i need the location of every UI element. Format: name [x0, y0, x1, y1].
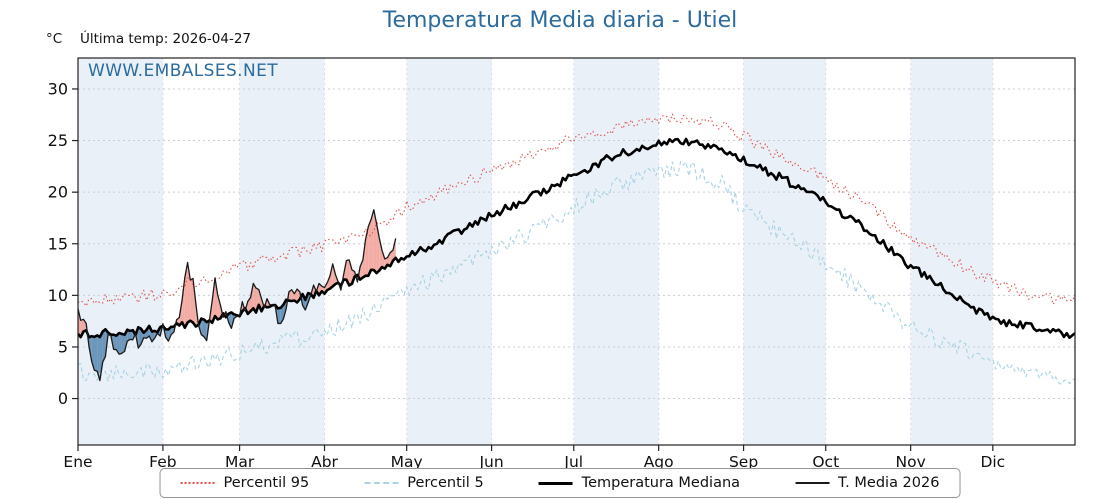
svg-text:25: 25	[48, 131, 68, 150]
svg-text:Sep: Sep	[729, 453, 758, 471]
svg-text:May: May	[391, 453, 423, 471]
svg-text:Nov: Nov	[896, 453, 926, 471]
svg-text:5: 5	[58, 337, 68, 356]
y-unit-label: °C	[46, 31, 63, 47]
last-temp-label: Última temp: 2026-04-27	[80, 31, 252, 47]
legend-item-percentil-5: Percentil 5	[364, 475, 484, 491]
svg-text:Ene: Ene	[63, 453, 92, 471]
svg-text:10: 10	[48, 286, 68, 305]
percentil-5-line-sample	[364, 482, 399, 484]
svg-text:Feb: Feb	[149, 453, 176, 471]
chart-legend: Percentil 95 Percentil 5 Temperatura Med…	[159, 468, 961, 498]
svg-text:Mar: Mar	[225, 453, 255, 471]
legend-label-mediana: Temperatura Mediana	[581, 475, 741, 491]
svg-text:Oct: Oct	[812, 453, 839, 471]
watermark-text: WWW.EMBALSES.NET	[88, 61, 279, 81]
legend-label-tmedia-2026: T. Media 2026	[838, 475, 940, 491]
svg-text:0: 0	[58, 389, 68, 408]
svg-text:Abr: Abr	[311, 453, 338, 471]
mediana-line-sample	[538, 481, 573, 485]
svg-text:Ago: Ago	[644, 453, 674, 471]
legend-label-percentil-5: Percentil 5	[407, 475, 484, 491]
svg-text:Dic: Dic	[980, 453, 1005, 471]
svg-text:15: 15	[48, 234, 68, 253]
svg-text:Jul: Jul	[563, 453, 583, 471]
svg-text:20: 20	[48, 183, 68, 202]
legend-item-percentil-95: Percentil 95	[180, 475, 310, 491]
percentil-95-line-sample	[180, 482, 215, 484]
tmedia-2026-line-sample	[795, 482, 830, 484]
legend-item-tmedia-2026: T. Media 2026	[795, 475, 939, 491]
svg-text:Jun: Jun	[478, 453, 503, 471]
legend-item-mediana: Temperatura Mediana	[538, 475, 741, 491]
legend-label-percentil-95: Percentil 95	[223, 475, 310, 491]
chart-title: Temperatura Media diaria - Utiel	[382, 8, 738, 33]
svg-text:30: 30	[48, 79, 68, 98]
